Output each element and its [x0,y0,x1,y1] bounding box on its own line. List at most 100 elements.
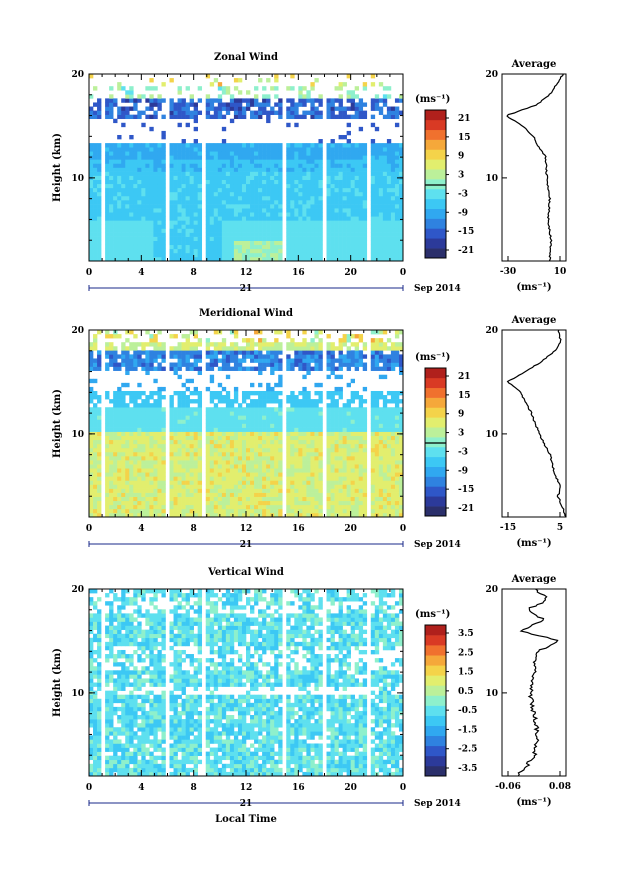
heatmap-cell [133,407,138,412]
heatmap-cell [346,167,351,172]
heatmap-cell [193,492,198,497]
heatmap-cell [354,427,360,432]
heatmap-cell [342,460,347,465]
heatmap-cell [113,358,118,363]
heatmap-cell [266,244,271,250]
heatmap-cell [266,395,271,400]
heatmap-cell [117,252,122,258]
heatmap-cell [298,512,303,518]
heatmap-cell [97,151,102,156]
heatmap-cell [237,228,243,233]
heatmap-cell [133,208,138,213]
heatmap-cell [109,102,114,107]
heatmap-cell [350,419,355,424]
heatmap-cell [306,435,311,441]
heatmap-cell [89,195,94,201]
heatmap-cell [278,330,283,335]
heatmap-cell [302,155,307,160]
heatmap-cell [177,350,182,355]
heatmap-cell [362,252,368,258]
heatmap-cell [217,252,223,258]
heatmap-cell [105,216,110,221]
heatmap-cell [310,366,315,371]
heatmap-cell [205,500,211,506]
heatmap-cell [213,460,219,465]
heatmap-cell [177,151,182,156]
heatmap-cell [229,171,235,176]
heatmap-cell [177,244,182,250]
heatmap-cell [250,419,255,424]
heatmap-cell [286,220,291,225]
heatmap-cell [350,244,355,250]
heatmap-cell [197,195,203,201]
heatmap-cell [394,240,400,246]
heatmap-cell [189,464,194,469]
heatmap-cell [225,415,231,420]
heatmap-cell [262,187,267,193]
heatmap-cell [250,399,255,404]
heatmap-cell [141,476,146,481]
heatmap-cell [217,102,223,107]
heatmap-cell [93,179,98,185]
heatmap-cell [250,252,255,258]
heatmap-cell [302,183,307,189]
heatmap-cell [302,415,307,420]
heatmap-cell [246,232,251,237]
heatmap-cell [237,488,243,493]
heatmap-cell [386,110,392,115]
heatmap-cell [286,240,291,246]
heatmap-cell [330,460,335,465]
heatmap-cell [157,411,162,416]
heatmap-cell [266,390,271,396]
heatmap-cell [237,500,243,506]
heatmap-cell [93,232,98,237]
heatmap-cell [286,212,291,217]
heatmap-cell [109,484,114,489]
heatmap-cell [233,175,239,180]
heatmap-cell [149,342,154,347]
heatmap-cell [326,480,331,485]
heatmap-cell [177,431,182,436]
heatmap-cell [278,423,283,428]
heatmap-cell [390,216,396,221]
heatmap-cell [237,200,243,205]
heatmap-cell [286,110,291,115]
heatmap-cell [141,484,146,489]
heatmap-cell [302,399,307,404]
heatmap-cell [105,179,110,185]
heatmap-cell [97,407,102,412]
heatmap-cell [318,484,323,489]
heatmap-cell [221,163,227,168]
heatmap-cell [185,447,190,453]
heatmap-cell [374,208,380,213]
heatmap-cell [97,171,102,176]
heatmap-cell [161,130,166,136]
heatmap-cell [342,171,347,176]
heatmap-cell [306,155,311,160]
heatmap-cell [318,94,323,99]
heatmap-cell [185,232,190,237]
heatmap-cell [133,390,138,396]
heatmap-cell [378,163,384,168]
heatmap-cell [177,175,182,180]
heatmap-cell [237,419,243,424]
heatmap-cell [153,224,158,229]
heatmap-cell [310,183,315,189]
heatmap-cell [153,102,158,107]
heatmap-cell [193,330,198,335]
heatmap-cell [161,155,166,160]
heatmap-cell [294,512,299,518]
heatmap-cell [225,224,231,229]
heatmap-cell [278,504,283,510]
heatmap-cell [185,155,190,160]
heatmap-cell [185,451,190,457]
heatmap-cell [229,496,235,502]
heatmap-cell [113,395,118,400]
heatmap-cell [246,484,251,489]
heatmap-cell [213,390,219,396]
heatmap-cell [157,232,162,237]
heatmap-cell [157,443,162,449]
heatmap-cell [193,427,198,432]
heatmap-cell [246,366,251,371]
